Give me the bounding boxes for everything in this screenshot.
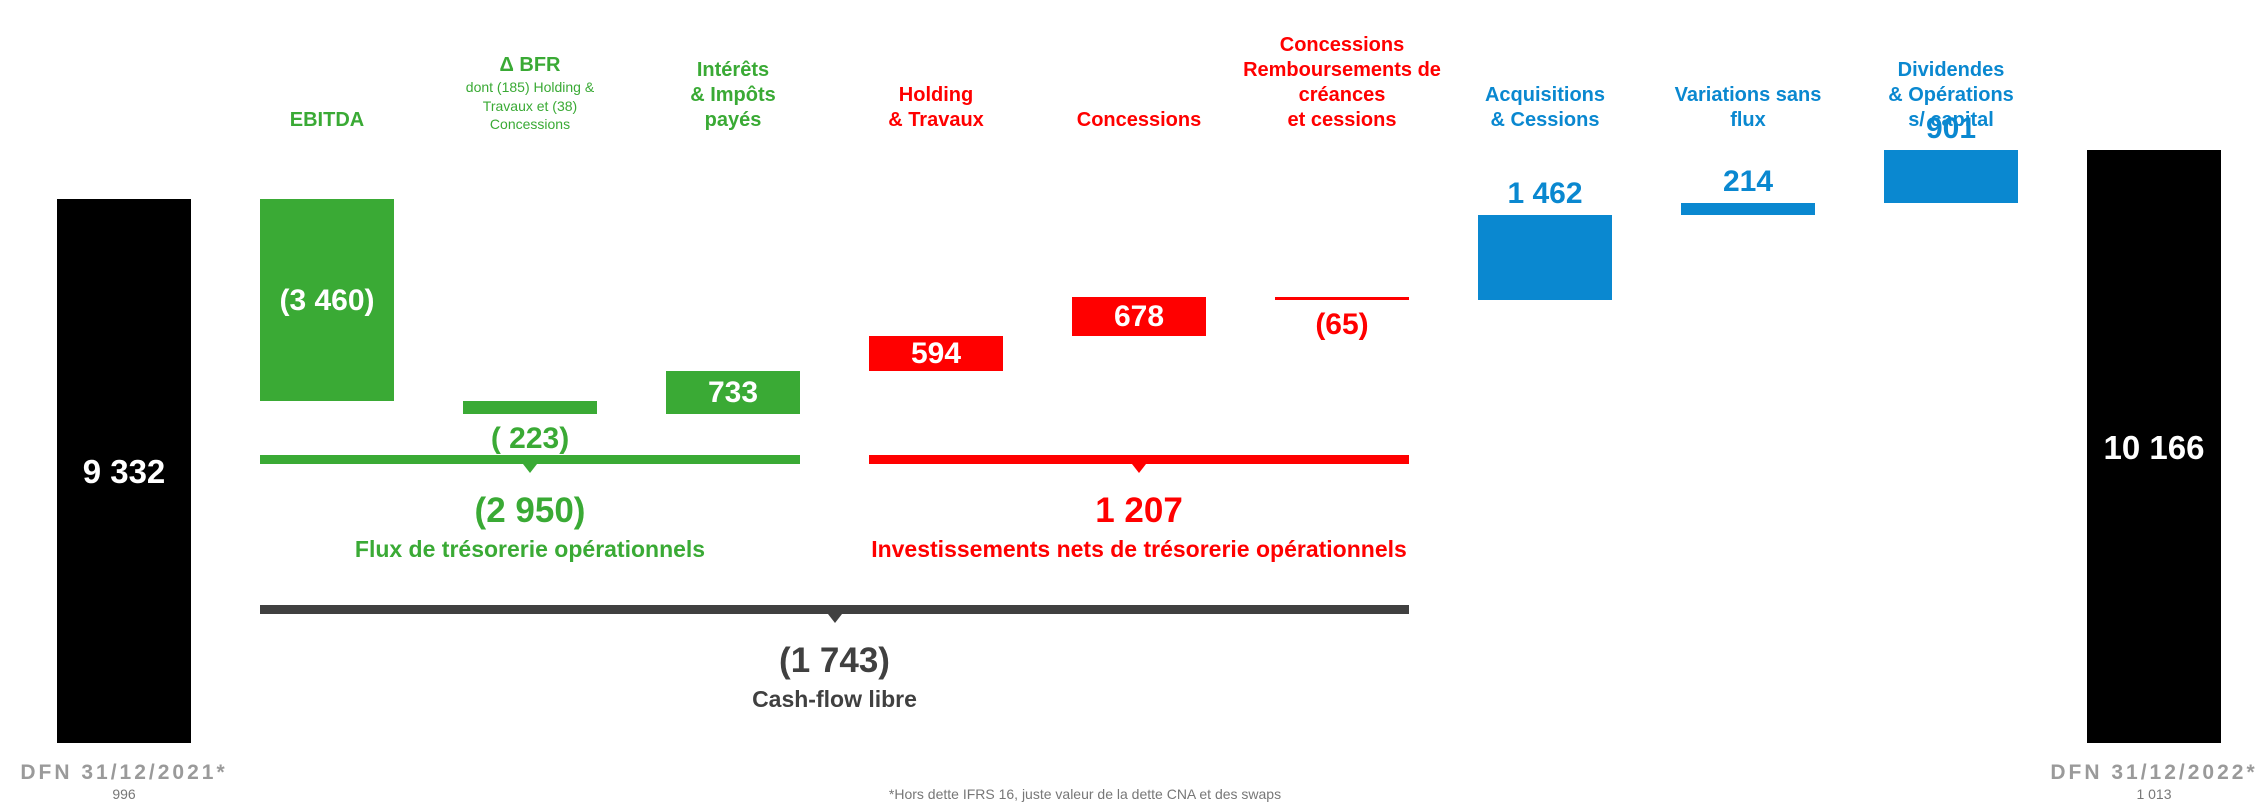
- group-pointer: [523, 464, 537, 473]
- value-label: 9 332: [82, 452, 166, 490]
- group-value: (1 743): [779, 641, 890, 680]
- bar: [666, 370, 800, 414]
- value-label: 594: [910, 337, 962, 371]
- group-value: 1 207: [1095, 491, 1183, 530]
- group-bracket: [869, 455, 1409, 464]
- group-bracket: [260, 455, 800, 464]
- category-label: Dividendes & Opérations s/ capital: [1888, 59, 2014, 131]
- category-header: Δ BFR dont (185) Holding & Travaux et (38…: [425, 53, 635, 133]
- bar: [869, 336, 1003, 371]
- value-label: 214: [1722, 164, 1774, 198]
- category-label: Concessions Remboursements de créances e…: [1243, 34, 1441, 131]
- category-label: Δ BFR: [499, 54, 561, 77]
- value-label: 1 462: [1507, 177, 1583, 211]
- category-label: Holding & Travaux: [888, 84, 984, 131]
- category-label: Concessions: [1076, 109, 1202, 131]
- value-label: 678: [1113, 300, 1165, 334]
- category-header: Acquisitions & Cessions: [1440, 83, 1650, 133]
- bar: [1681, 202, 1815, 216]
- value-label: 10 166: [2103, 428, 2205, 466]
- bar: [57, 198, 191, 743]
- value-label: 901: [1925, 112, 1977, 146]
- bar: [260, 198, 394, 401]
- category-note: dont (185) Holding & Travaux et (38) Con…: [465, 79, 595, 132]
- group-value: (2 950): [474, 491, 586, 530]
- category-header: Concessions: [1034, 108, 1244, 133]
- category-note: 996: [112, 786, 136, 802]
- category-header: Holding & Travaux: [831, 83, 1041, 133]
- category-label: DFN 31/12/2022*: [2050, 761, 2258, 784]
- bar: [1884, 150, 2018, 203]
- bar: [1478, 215, 1612, 301]
- category-header: Concessions Remboursements de créances e…: [1237, 33, 1447, 133]
- category-header: Intérêts & Impôts payés: [628, 58, 838, 133]
- category-label: DFN 31/12/2021*: [20, 761, 228, 784]
- group-bracket: [260, 605, 1409, 614]
- bar: [1275, 296, 1409, 301]
- category-label: EBITDA: [289, 109, 365, 131]
- category-label: Acquisitions & Cessions: [1484, 84, 1605, 131]
- category-label: Variations sans flux: [1674, 84, 1822, 131]
- footnote: *Hors dette IFRS 16, juste valeur de la …: [888, 786, 1282, 802]
- category-note: 1 013: [2136, 786, 2172, 802]
- bar: [463, 400, 597, 414]
- category-header: Variations sans flux: [1643, 83, 1853, 133]
- value-label: (65): [1315, 308, 1369, 342]
- category-header: Dividendes & Opérations s/ capital: [1846, 58, 2056, 133]
- group-pointer: [827, 614, 842, 623]
- value-label: 733: [707, 376, 759, 410]
- category-label: Intérêts & Impôts payés: [690, 59, 776, 131]
- category-header: EBITDA: [222, 108, 432, 133]
- group-name: Flux de trésorerie opérationnels: [354, 536, 706, 562]
- bar: [2087, 150, 2221, 743]
- value-label: ( 223): [490, 421, 570, 455]
- bar: [1072, 296, 1206, 337]
- group-pointer: [1132, 464, 1146, 473]
- group-name: Cash-flow libre: [752, 686, 917, 712]
- group-name: Investissements nets de trésorerie opéra…: [871, 536, 1407, 562]
- value-label: (3 460): [279, 283, 375, 317]
